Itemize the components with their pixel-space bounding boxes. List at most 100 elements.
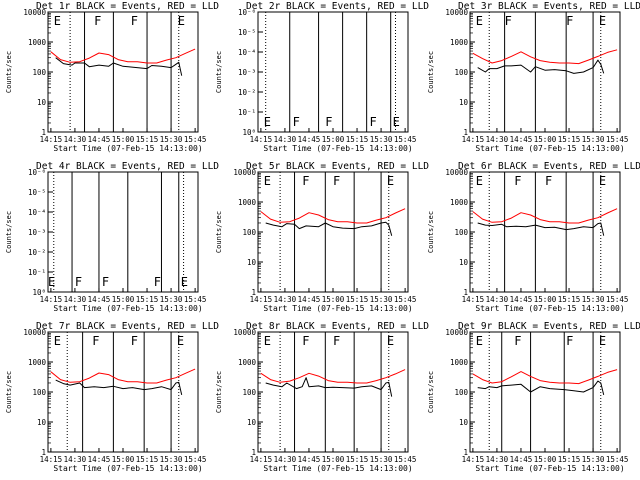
x-tick-label: 14:15 [250, 295, 273, 304]
x-tick-label: 14:30 [274, 455, 297, 464]
y-tick-label: 10⁰ [32, 288, 46, 297]
marker-f: F [75, 275, 82, 289]
events-series-line [265, 377, 393, 397]
marker-e: E [264, 174, 271, 188]
panel-6: Det 6r BLACK = Events, RED = LLD Counts/s… [427, 161, 640, 313]
panel-title: Det 9r BLACK = Events, RED = LLD [458, 321, 640, 332]
marker-e: E [181, 275, 188, 289]
y-tick-label: 1 [463, 288, 468, 297]
y-tick-label: 10000 [23, 328, 46, 337]
marker-f: F [370, 115, 377, 129]
marker-f: F [131, 334, 138, 348]
x-tick-label: 14:15 [462, 455, 485, 464]
x-tick-label: 15:00 [112, 455, 135, 464]
plot-frame [469, 331, 621, 453]
x-tick-label: 15:30 [370, 455, 393, 464]
x-tick-label: 15:00 [534, 295, 557, 304]
panel-2: Det 2r BLACK = Events, RED = LLD Counts/s… [215, 1, 429, 153]
x-tick-label: 14:45 [88, 135, 111, 144]
y-tick-label: 100 [454, 388, 468, 397]
lld-series-line [260, 369, 406, 384]
y-tick-label: 10⁻¹ [238, 108, 256, 117]
marker-f: F [325, 115, 332, 129]
y-tick-label: 10 [247, 418, 257, 427]
marker-f: F [154, 275, 161, 289]
x-tick-label: 14:30 [274, 135, 297, 144]
panel-4: Det 4r BLACK = Events, RED = LLD Counts/s… [5, 161, 219, 313]
x-tick-label: 14:45 [510, 135, 533, 144]
x-tick-label: 15:15 [558, 455, 581, 464]
events-series-line [477, 222, 605, 236]
y-tick-label: 10⁻⁶ [28, 168, 46, 177]
y-tick-label: 1000 [450, 198, 469, 207]
y-tick-label: 10⁻⁴ [28, 208, 46, 217]
y-tick-label: 10⁻³ [238, 68, 256, 77]
x-tick-label: 15:30 [582, 135, 605, 144]
y-tick-label: 10⁻⁴ [238, 48, 256, 57]
x-tick-label: 15:00 [112, 295, 135, 304]
x-tick-label: 15:15 [136, 455, 159, 464]
y-axis-label: Counts/sec [5, 211, 13, 253]
marker-e: E [476, 334, 483, 348]
x-axis-label: Start Time (07-Feb-15 14:13:00) [53, 464, 202, 473]
y-tick-label: 10000 [445, 8, 468, 17]
y-tick-label: 10000 [233, 328, 256, 337]
x-tick-label: 14:45 [510, 295, 533, 304]
plot-frame [47, 171, 199, 293]
y-axis-label: Counts/sec [215, 51, 223, 93]
y-axis-label: Counts/sec [427, 51, 435, 93]
y-tick-label: 10000 [445, 328, 468, 337]
panel-1: Det 1r BLACK = Events, RED = LLD Counts/s… [5, 1, 219, 153]
y-tick-label: 10⁻³ [28, 228, 46, 237]
y-tick-label: 100 [242, 228, 256, 237]
x-tick-label: 14:30 [274, 295, 297, 304]
x-tick-label: 15:30 [160, 455, 183, 464]
marker-f: F [302, 334, 309, 348]
events-series-line [55, 57, 183, 76]
lld-series-line [50, 48, 196, 64]
y-tick-label: 10⁻¹ [28, 268, 46, 277]
x-tick-label: 14:30 [64, 455, 87, 464]
y-tick-label: 1 [251, 448, 256, 457]
x-tick-label: 15:45 [606, 295, 629, 304]
x-tick-label: 14:45 [510, 455, 533, 464]
panel-5: Det 5r BLACK = Events, RED = LLD Counts/s… [215, 161, 429, 313]
x-tick-label: 15:00 [322, 135, 345, 144]
y-tick-label: 1000 [238, 358, 257, 367]
marker-e: E [387, 334, 394, 348]
y-axis-label: Counts/sec [427, 211, 435, 253]
y-tick-label: 1000 [238, 198, 257, 207]
x-tick-label: 14:15 [462, 295, 485, 304]
lld-series-line [472, 49, 618, 65]
lld-series-line [50, 368, 196, 384]
y-tick-label: 10⁻² [28, 248, 46, 257]
events-series-line [55, 379, 183, 396]
x-tick-label: 15:30 [582, 455, 605, 464]
marker-f: F [566, 334, 573, 348]
y-tick-label: 10 [247, 258, 257, 267]
x-tick-label: 14:15 [250, 135, 273, 144]
panel-title: Det 6r BLACK = Events, RED = LLD [458, 161, 640, 172]
panel-title: Det 4r BLACK = Events, RED = LLD [36, 161, 219, 172]
y-tick-label: 10⁻⁵ [238, 28, 256, 37]
marker-f: F [302, 174, 309, 188]
y-tick-label: 10⁰ [242, 128, 256, 137]
y-tick-label: 100 [242, 388, 256, 397]
marker-f: F [131, 14, 138, 28]
y-tick-label: 10 [37, 418, 47, 427]
marker-e: E [264, 115, 271, 129]
y-tick-label: 10 [459, 258, 469, 267]
y-tick-label: 1 [41, 448, 46, 457]
marker-e: E [177, 334, 184, 348]
y-tick-label: 100 [32, 68, 46, 77]
x-tick-label: 15:45 [394, 295, 417, 304]
x-tick-label: 15:45 [606, 455, 629, 464]
x-tick-label: 15:30 [582, 295, 605, 304]
y-tick-label: 1 [251, 288, 256, 297]
x-tick-label: 15:30 [160, 295, 183, 304]
x-tick-label: 14:15 [40, 135, 63, 144]
plot-frame [47, 331, 199, 453]
y-axis-label: Counts/sec [5, 51, 13, 93]
marker-e: E [54, 14, 61, 28]
